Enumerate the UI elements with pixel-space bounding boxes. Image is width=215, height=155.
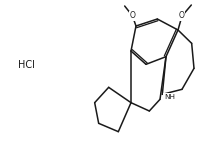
Text: O: O: [179, 11, 185, 20]
Text: NH: NH: [164, 94, 175, 100]
Text: methoxy: methoxy: [192, 3, 208, 7]
Text: HCl: HCl: [18, 60, 35, 70]
Text: O: O: [129, 11, 135, 20]
